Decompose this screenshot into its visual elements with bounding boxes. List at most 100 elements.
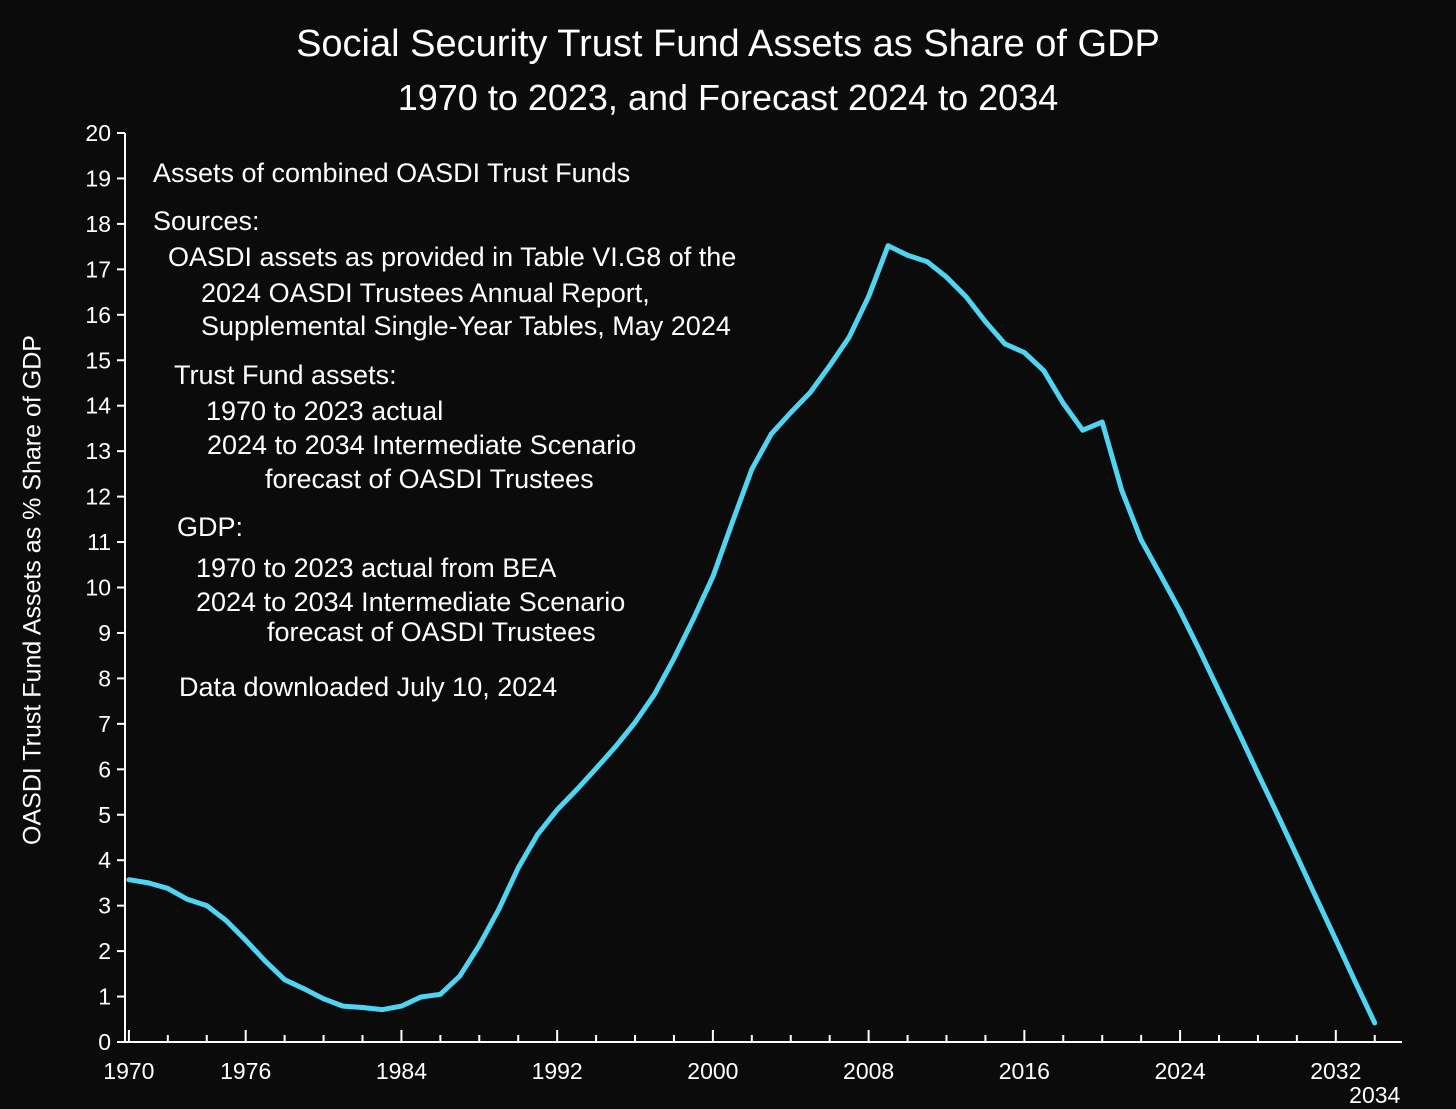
y-tick-label: 3 bbox=[98, 893, 111, 919]
data-point bbox=[1216, 688, 1222, 694]
data-point bbox=[788, 410, 794, 415]
x-tick-label: 2008 bbox=[843, 1058, 894, 1084]
data-point bbox=[515, 865, 521, 871]
data-point bbox=[204, 903, 210, 909]
y-tick-label: 16 bbox=[85, 302, 111, 328]
data-point bbox=[885, 243, 891, 249]
data-point bbox=[243, 937, 249, 943]
data-point bbox=[1255, 770, 1261, 776]
data-point bbox=[1294, 853, 1300, 859]
data-point bbox=[1119, 487, 1125, 493]
data-point bbox=[184, 896, 190, 902]
y-tick-label: 17 bbox=[85, 256, 111, 282]
y-tick-label: 8 bbox=[98, 665, 111, 691]
annotation-download-date: Data downloaded July 10, 2024 bbox=[179, 672, 558, 702]
chart-axes bbox=[124, 133, 1402, 1043]
data-point bbox=[1002, 341, 1008, 347]
data-point bbox=[671, 656, 677, 661]
x-tick-label-extra: 2034 bbox=[1349, 1082, 1400, 1108]
data-point bbox=[593, 765, 599, 771]
data-point bbox=[1236, 729, 1241, 735]
data-point bbox=[496, 906, 502, 912]
annotation-sources-line-1: OASDI assets as provided in Table VI.G8 … bbox=[168, 242, 737, 272]
data-point bbox=[262, 958, 268, 964]
y-tick-label: 5 bbox=[98, 802, 111, 828]
data-point bbox=[652, 691, 657, 697]
y-tick-label: 7 bbox=[98, 711, 111, 737]
series-line bbox=[126, 243, 1378, 1026]
data-point bbox=[165, 885, 171, 891]
data-point bbox=[1352, 979, 1358, 985]
data-point bbox=[963, 294, 969, 300]
x-tick-label: 2000 bbox=[687, 1058, 738, 1084]
data-point bbox=[1060, 401, 1066, 406]
annotation-trust-line-2: 2024 to 2034 Intermediate Scenario bbox=[207, 430, 637, 460]
data-series bbox=[126, 243, 1378, 1026]
annotation-trust-line-3: forecast of OASDI Trustees bbox=[265, 464, 594, 494]
data-point bbox=[145, 880, 151, 886]
y-tick-label: 15 bbox=[85, 347, 111, 373]
y-tick-label: 10 bbox=[85, 575, 111, 601]
y-tick-label: 12 bbox=[85, 484, 111, 510]
x-tick-label: 2024 bbox=[1154, 1058, 1205, 1084]
data-point bbox=[1138, 537, 1144, 543]
data-point bbox=[613, 744, 618, 749]
data-point bbox=[554, 807, 560, 813]
data-point bbox=[282, 977, 288, 983]
data-point bbox=[1099, 419, 1105, 425]
data-point bbox=[1372, 1020, 1378, 1026]
data-point bbox=[301, 986, 307, 992]
chart-title: Social Security Trust Fund Assets as Sha… bbox=[296, 23, 1160, 65]
data-point bbox=[574, 787, 580, 793]
data-point bbox=[710, 574, 716, 579]
y-tick-label: 13 bbox=[85, 438, 111, 464]
data-point bbox=[1275, 811, 1280, 817]
y-tick-label: 1 bbox=[98, 984, 111, 1010]
data-point bbox=[827, 363, 833, 369]
data-point bbox=[223, 918, 229, 924]
data-point bbox=[1041, 368, 1047, 374]
data-point bbox=[729, 519, 735, 525]
x-tick-label: 1976 bbox=[220, 1058, 271, 1084]
data-point bbox=[924, 259, 930, 265]
x-tick-label: 1992 bbox=[532, 1058, 583, 1084]
data-point bbox=[1021, 350, 1027, 355]
annotation-gdp-heading: GDP: bbox=[177, 512, 244, 542]
annotation-gdp-line-3: forecast of OASDI Trustees bbox=[267, 617, 596, 647]
data-point bbox=[768, 431, 774, 437]
data-point bbox=[632, 720, 638, 725]
data-point bbox=[535, 831, 541, 837]
data-point bbox=[1177, 608, 1183, 614]
y-tick-label: 18 bbox=[85, 211, 111, 237]
data-point bbox=[418, 994, 424, 1000]
x-tick-label: 1970 bbox=[103, 1058, 154, 1084]
data-point bbox=[944, 274, 949, 280]
data-point bbox=[321, 996, 326, 1002]
data-point bbox=[340, 1003, 346, 1009]
annotation-gdp-line-2: 2024 to 2034 Intermediate Scenario bbox=[196, 587, 626, 617]
data-point bbox=[437, 991, 443, 997]
data-point bbox=[1197, 647, 1202, 653]
annotation-sources-line-2: 2024 OASDI Trustees Annual Report, bbox=[201, 278, 650, 308]
y-tick-label: 14 bbox=[85, 393, 111, 419]
data-point bbox=[457, 973, 463, 979]
data-point bbox=[379, 1007, 385, 1013]
x-tick-label: 2016 bbox=[999, 1058, 1050, 1084]
data-point bbox=[983, 319, 988, 325]
y-tick-label: 9 bbox=[98, 620, 111, 646]
y-tick-label: 6 bbox=[98, 756, 111, 782]
data-point bbox=[1333, 937, 1339, 943]
annotation-sources-heading: Sources: bbox=[153, 206, 260, 236]
data-point bbox=[399, 1003, 404, 1009]
data-point bbox=[1313, 895, 1319, 901]
x-tick-label: 2032 bbox=[1310, 1058, 1361, 1084]
data-point bbox=[1158, 572, 1164, 578]
annotation-trust-heading: Trust Fund assets: bbox=[174, 360, 397, 390]
data-point bbox=[905, 252, 910, 258]
data-point bbox=[807, 390, 813, 395]
data-point bbox=[1080, 427, 1086, 433]
y-tick-label: 19 bbox=[85, 165, 111, 191]
